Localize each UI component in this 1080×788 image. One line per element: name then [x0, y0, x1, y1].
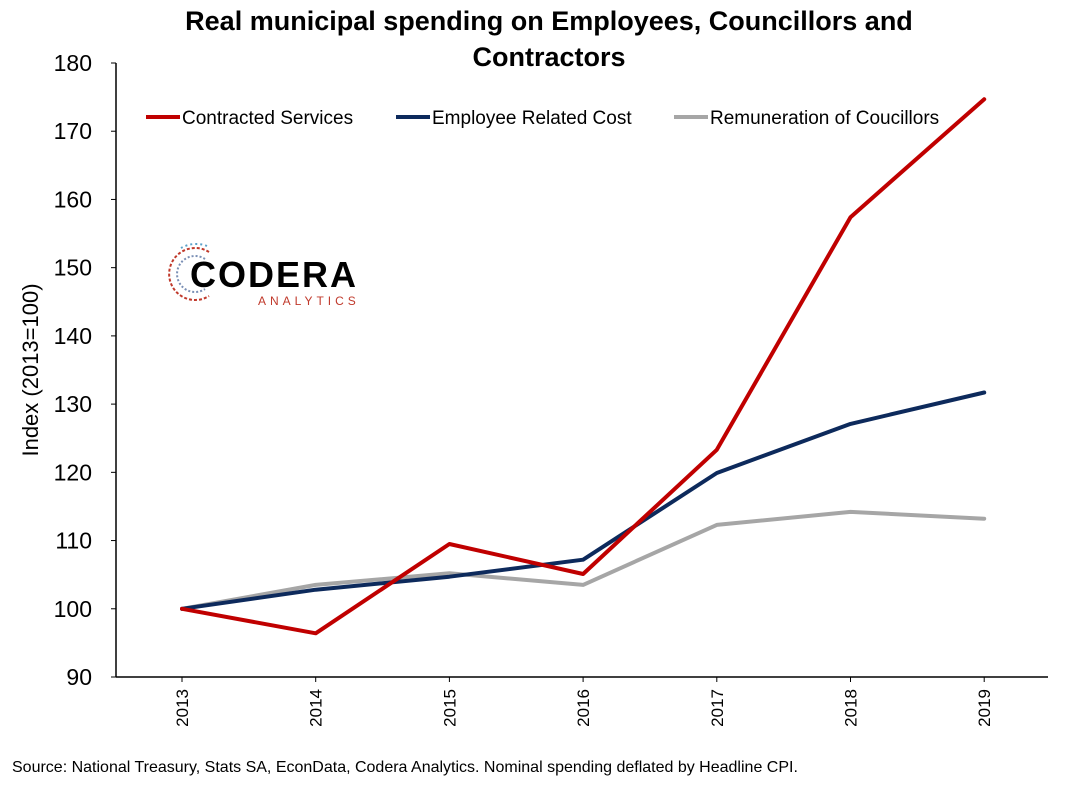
y-tick-label: 170: [54, 118, 92, 144]
x-tick-label: 2019: [975, 689, 994, 727]
x-tick-label: 2016: [574, 689, 593, 727]
axes: 90 100 110 120 130 140 150 160 170 180 2013 2014 201…: [54, 50, 1048, 727]
x-tick-label: 2017: [708, 689, 727, 727]
series-lines: [180, 97, 987, 636]
legend-label-2: Employee Related Cost: [432, 108, 632, 129]
legend-label-3: Remuneration of Coucillors: [710, 108, 939, 129]
y-tick-label: 140: [54, 323, 92, 349]
legend-label-1: Contracted Services: [182, 108, 353, 129]
y-tick-label: 110: [55, 528, 92, 554]
chart-title-line-2: Contractors: [472, 42, 625, 72]
y-axis-label: Index (2013=100): [18, 283, 43, 456]
x-tick-label: 2014: [307, 689, 326, 727]
logo-mark: [168, 243, 210, 301]
y-tick-label: 180: [54, 50, 92, 76]
x-tick-label: 2013: [173, 689, 192, 727]
series-line-2: [180, 390, 987, 611]
source-note: Source: National Treasury, Stats SA, Eco…: [12, 759, 798, 776]
y-tick-label: 150: [54, 255, 92, 281]
y-tick-label: 130: [54, 391, 92, 417]
chart-title-line-1: Real municipal spending on Employees, Co…: [185, 6, 913, 36]
series-line-3: [180, 509, 987, 611]
x-tick-label: 2018: [842, 689, 861, 727]
logo-main-text: CODERA: [190, 254, 358, 295]
y-tick-label: 160: [54, 186, 92, 212]
logo: CODERA ANALYTICS: [168, 243, 360, 308]
legend: Contracted Services Employee Related Cost…: [146, 108, 939, 129]
y-tick-label: 90: [66, 664, 92, 690]
y-tick-label: 120: [54, 459, 92, 485]
logo-sub-text: ANALYTICS: [258, 294, 360, 308]
series-line-1: [180, 97, 987, 636]
x-tick-label: 2015: [440, 689, 459, 727]
y-tick-label: 100: [54, 596, 92, 622]
